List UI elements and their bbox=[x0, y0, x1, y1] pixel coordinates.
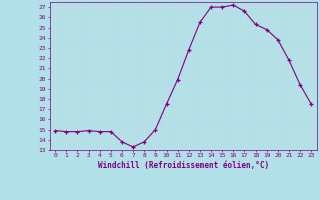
X-axis label: Windchill (Refroidissement éolien,°C): Windchill (Refroidissement éolien,°C) bbox=[98, 161, 269, 170]
